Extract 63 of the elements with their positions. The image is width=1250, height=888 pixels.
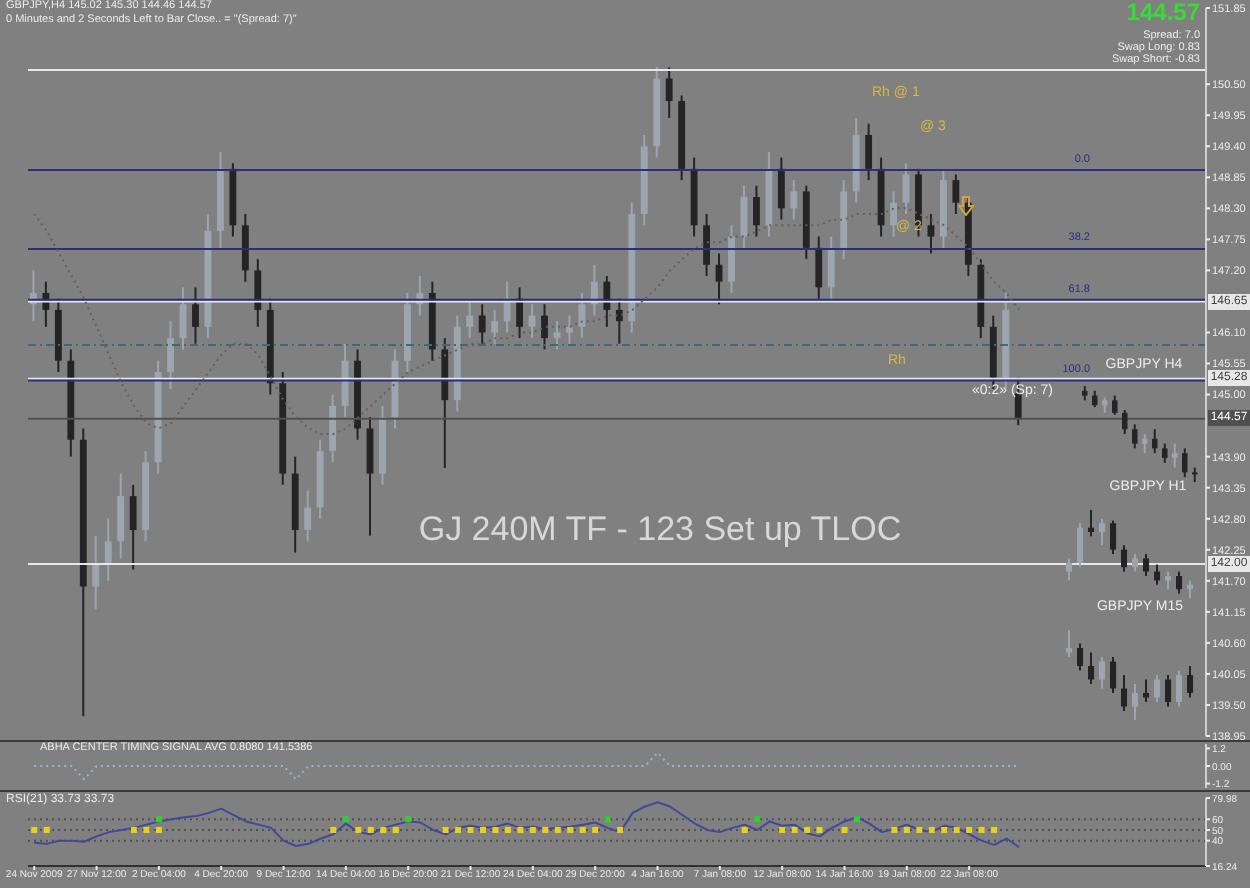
candlestick <box>1187 665 1194 699</box>
candlestick <box>827 235 835 300</box>
candlestick <box>1110 656 1117 694</box>
candlestick <box>1143 678 1150 703</box>
candlestick <box>777 156 785 221</box>
candlestick <box>1122 409 1128 435</box>
candlestick <box>703 212 710 278</box>
candlestick <box>728 224 735 294</box>
candlestick <box>1121 674 1128 712</box>
candlestick <box>553 320 561 351</box>
candlestick <box>104 517 112 582</box>
candlestick <box>790 179 798 221</box>
candlestick <box>615 297 623 345</box>
line-series <box>33 801 1021 849</box>
candlestick <box>1066 630 1073 658</box>
candlestick <box>1154 563 1161 586</box>
candlestick <box>1162 442 1168 464</box>
candlestick <box>541 303 548 351</box>
candlestick <box>1066 557 1073 582</box>
candlestick <box>1077 522 1084 569</box>
candlestick <box>1182 447 1188 479</box>
candlestick <box>753 184 760 238</box>
candlestick <box>1121 544 1128 573</box>
candlestick <box>902 162 910 215</box>
candlestick <box>1172 442 1178 469</box>
candlestick <box>92 534 100 611</box>
candlestick <box>1112 394 1118 416</box>
candlestick <box>129 483 137 571</box>
candlestick <box>1132 683 1139 720</box>
text: GJ 240M TF - 123 Set up TLOC <box>416 510 904 551</box>
candlestick <box>491 308 499 345</box>
candlestick <box>1142 433 1148 455</box>
candlestick <box>578 291 586 340</box>
candlestick <box>478 303 486 345</box>
candlestick <box>1088 651 1095 685</box>
candlestick <box>304 489 312 543</box>
candlestick <box>241 212 249 283</box>
candlestick <box>1165 674 1172 708</box>
candlestick <box>927 212 935 255</box>
candlestick <box>1099 517 1106 547</box>
candlestick <box>865 122 873 182</box>
candlestick <box>815 235 823 300</box>
candlestick <box>516 286 524 340</box>
candlestick <box>1099 656 1106 690</box>
candlestick <box>1154 674 1161 703</box>
candlestick <box>1176 570 1183 595</box>
candlestick <box>466 297 474 340</box>
candlestick <box>192 286 199 345</box>
candlestick <box>1132 423 1138 450</box>
candlestick <box>890 190 897 238</box>
candlestick <box>329 393 337 464</box>
text: 144.57 <box>1126 0 1200 27</box>
candlestick <box>1176 669 1183 708</box>
candlestick <box>665 66 673 120</box>
candlestick <box>117 472 125 560</box>
candlestick <box>254 258 262 328</box>
candlestick <box>1110 519 1117 555</box>
candlestick <box>1143 553 1150 577</box>
candlestick <box>167 320 174 390</box>
candlestick <box>1152 428 1158 455</box>
candlestick <box>1077 642 1084 672</box>
candlestick <box>603 275 611 328</box>
candlestick <box>952 173 960 215</box>
